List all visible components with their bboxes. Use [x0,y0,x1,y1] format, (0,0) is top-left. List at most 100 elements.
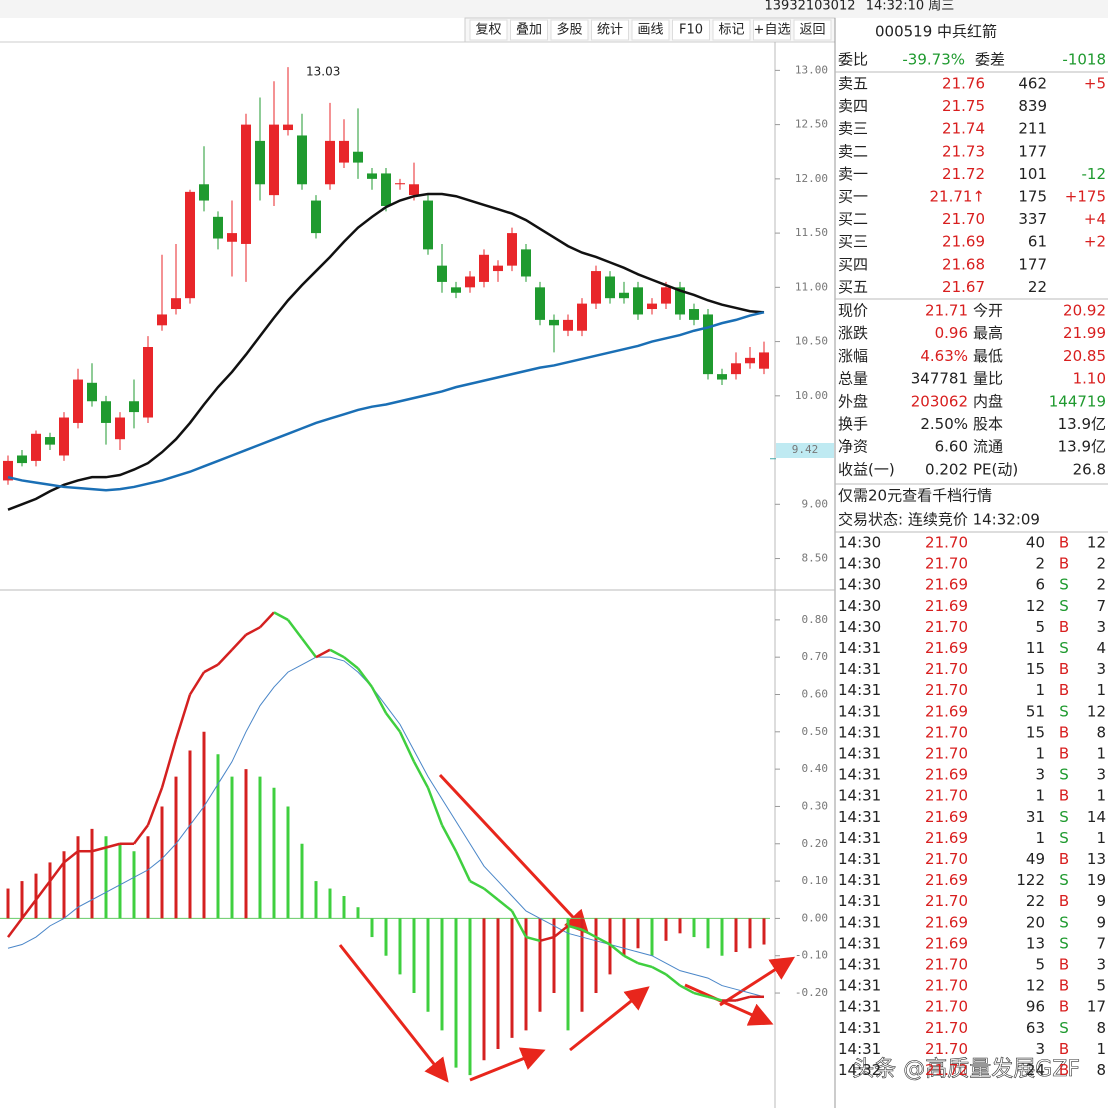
panel-cell: 21.69 [925,702,968,720]
panel-cell: 20 [1026,913,1045,931]
candle-body [661,287,671,304]
panel-cell: 14:31 [838,766,881,784]
panel-cell: 14:31 [838,829,881,847]
panel-cell: 20.85 [1063,347,1106,365]
toolbar-button[interactable] [793,19,832,41]
candle-body [423,200,433,250]
dif-segment [483,887,499,901]
panel-cell: 21.69 [925,913,968,931]
dif-segment [245,626,261,636]
panel-cell: 8 [1096,1061,1106,1079]
panel-cell: 3 [1096,766,1106,784]
panel-cell: 21.70 [942,210,985,228]
panel-cell: 1 [1035,681,1045,699]
panel-cell: 14:32 [838,1061,881,1079]
panel-cell: 21.74 [942,120,985,138]
candle-body [339,140,349,163]
panel-cell: B [1059,850,1069,868]
candle-body [591,271,601,304]
dif-segment [623,954,639,965]
toolbar-button[interactable] [712,19,751,41]
candle-body [297,135,307,185]
candle-body [521,249,531,277]
dif-segment [343,656,359,670]
panel-cell: 462 [1018,75,1047,93]
candle-body [759,352,769,369]
promo[interactable]: 仅需20元查看千档行情 [838,487,992,505]
candle-body [745,357,755,364]
panel-cell: B [1059,977,1069,995]
toolbar-button[interactable] [591,19,629,41]
panel-cell: 换手 [838,415,868,433]
candle-body [675,287,685,315]
panel-cell: 21.70 [925,534,968,552]
panel-cell: B [1059,681,1069,699]
panel-cell: 12 [1026,597,1045,615]
dea-line [7,656,765,998]
panel-cell: 0.202 [925,460,968,478]
panel-cell: 13.9亿 [1058,415,1106,433]
dif-segment [497,898,513,912]
candle-body [353,151,363,163]
dif-segment [398,731,416,763]
candle-body [451,287,461,293]
toolbar-label[interactable]: F10 [679,23,703,38]
panel-cell: 14:31 [838,639,881,657]
toolbar-button[interactable] [510,19,548,41]
dif-segment [637,961,653,969]
y-tick-label: 0.40 [802,762,829,775]
dif-segment [49,861,65,882]
toolbar-label[interactable]: 叠加 [516,23,542,38]
panel-cell: B [1059,1040,1069,1058]
candle-body [689,309,699,320]
toolbar-button[interactable] [550,19,589,41]
panel-cell: B [1059,534,1069,552]
panel-cell: 21.70 [925,998,968,1016]
panel-cell: 买三 [838,233,868,251]
toolbar-button[interactable] [469,19,508,41]
panel-cell: 21.70 [925,1040,968,1058]
panel-cell: 14:30 [838,618,881,636]
panel-cell: B [1059,745,1069,763]
panel-cell: 内盘 [973,392,1003,410]
candle-body [185,191,195,299]
panel-cell: 13.9亿 [1058,438,1106,456]
toolbar-label[interactable]: 标记 [718,23,744,38]
panel-cell: 21.99 [1063,324,1106,342]
y-tick-label: 0.60 [802,687,829,700]
panel-cell: 买五 [838,278,868,296]
toolbar-label[interactable]: 画线 [637,23,663,38]
candle-body [633,287,643,315]
candle-body [647,303,657,310]
panel-cell: 14:31 [838,850,881,868]
dif-segment [146,787,164,826]
y-tick-label: 13.00 [795,63,828,76]
toolbar-label[interactable]: 复权 [475,22,501,38]
dif-segment [174,694,192,740]
panel-cell: 15 [1026,723,1045,741]
panel-cell: 委比 [838,51,868,69]
candle-body [17,455,27,464]
toolbar-button[interactable] [672,19,710,41]
toolbar-label[interactable]: +自选 [754,23,791,38]
y-tick-label: 0.70 [802,650,829,663]
panel-cell: 14:31 [838,681,881,699]
panel-cell: 6 [1035,576,1045,594]
panel-cell: 21.70 [925,850,968,868]
dif-segment [105,842,121,849]
panel-cell: 14:31 [838,934,881,952]
dif-segment [63,850,79,864]
panel-cell: 6.60 [935,438,968,456]
toolbar-label[interactable]: 统计 [597,23,623,38]
candle-body [87,382,97,402]
candle-body [213,216,223,239]
toolbar-label[interactable]: 返回 [799,23,825,38]
panel-cell: 21.70 [925,723,968,741]
panel-cell: 13 [1087,850,1106,868]
panel-cell: 最低 [973,347,1003,365]
toolbar-button[interactable] [753,19,791,41]
toolbar-label[interactable]: 多股 [556,22,582,38]
panel-cell: 3 [1096,660,1106,678]
panel-cell: 21.69 [925,576,968,594]
toolbar-button[interactable] [631,19,670,41]
